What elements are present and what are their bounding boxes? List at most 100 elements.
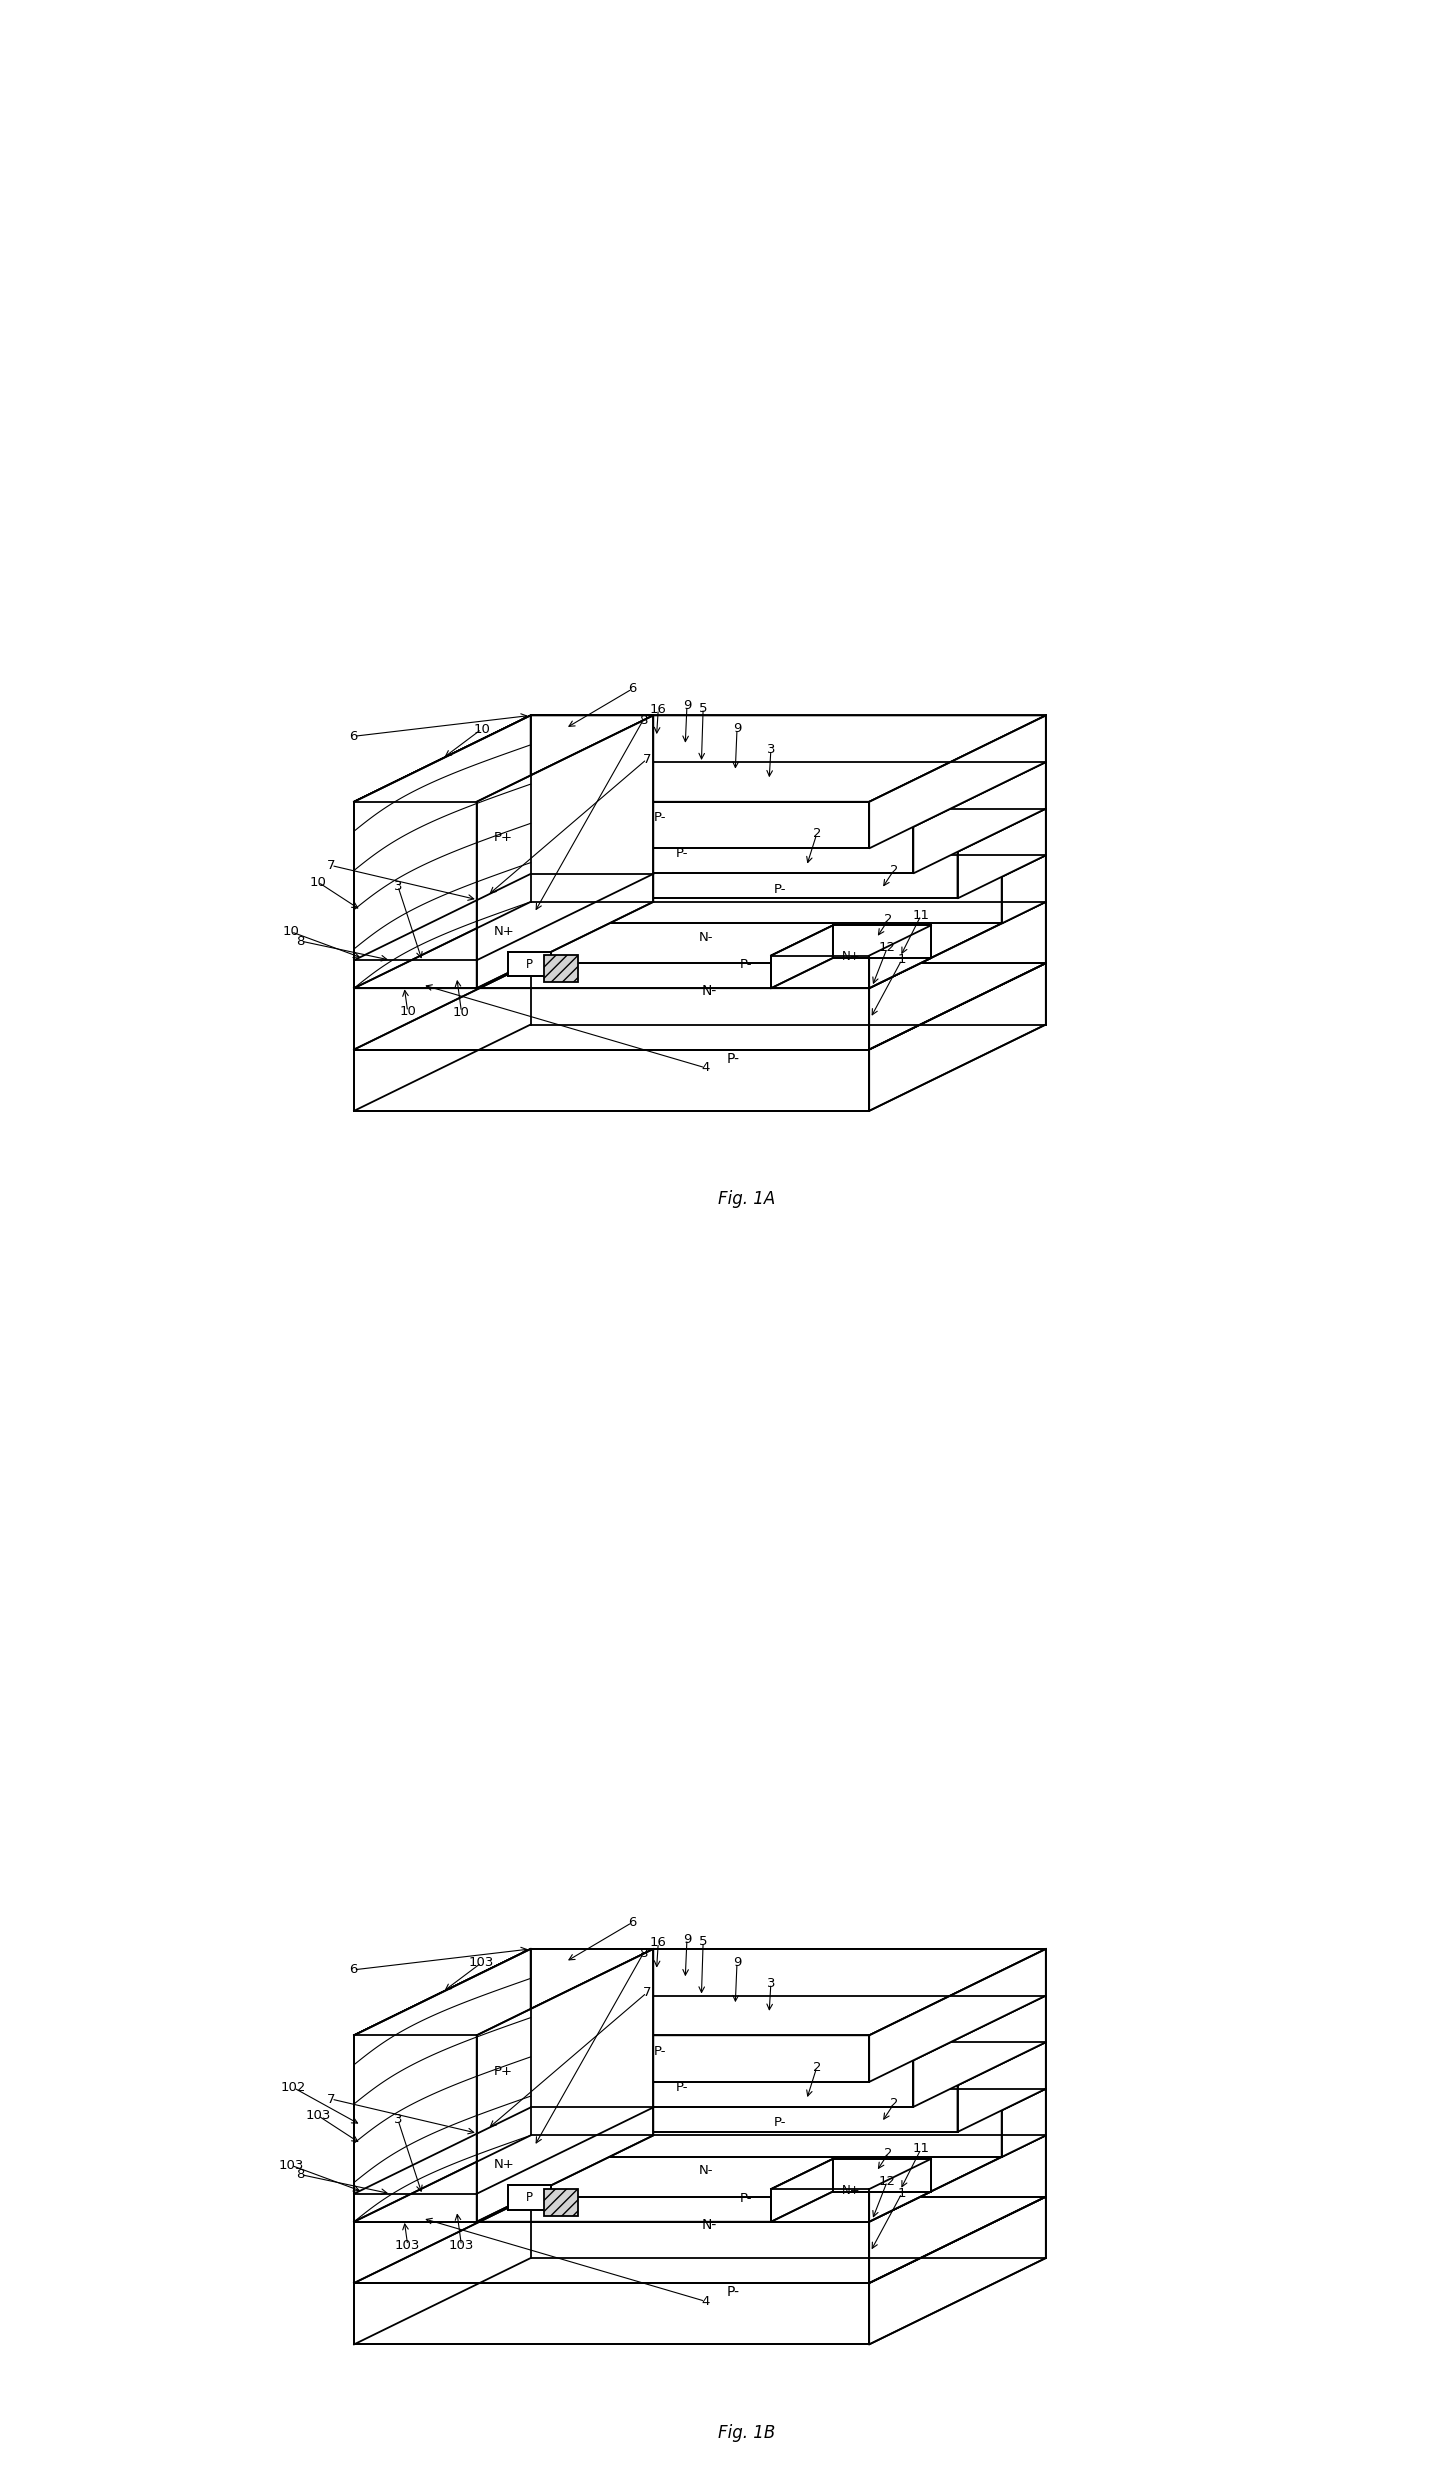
Text: 2: 2 (884, 913, 892, 925)
Polygon shape (354, 962, 1045, 1049)
Polygon shape (869, 1950, 1045, 2083)
Polygon shape (508, 952, 550, 977)
Text: P-: P- (632, 2009, 644, 2021)
Text: 102: 102 (282, 2081, 306, 2095)
Polygon shape (354, 903, 1045, 987)
Polygon shape (399, 826, 914, 873)
Text: Fig. 1A: Fig. 1A (718, 1190, 775, 1207)
Polygon shape (833, 2160, 931, 2192)
Polygon shape (442, 851, 957, 898)
Text: N-: N- (699, 2165, 713, 2177)
Polygon shape (354, 715, 653, 802)
Polygon shape (354, 1950, 1045, 2036)
Text: 103: 103 (469, 1957, 494, 1969)
Text: 9: 9 (732, 722, 741, 735)
Polygon shape (869, 925, 931, 987)
Polygon shape (609, 2088, 1045, 2110)
Text: N-: N- (702, 985, 718, 997)
Polygon shape (442, 2041, 1045, 2086)
Polygon shape (957, 2041, 1045, 2133)
Polygon shape (442, 809, 1045, 851)
Text: 3: 3 (767, 1977, 775, 1989)
Text: 4: 4 (700, 2296, 709, 2308)
Text: 8: 8 (638, 715, 647, 727)
Polygon shape (771, 955, 869, 987)
Polygon shape (508, 2185, 550, 2209)
Polygon shape (771, 925, 833, 987)
Text: 8: 8 (296, 2167, 305, 2182)
Polygon shape (354, 1950, 653, 2036)
Polygon shape (544, 955, 578, 982)
Text: 8: 8 (296, 935, 305, 948)
Polygon shape (869, 903, 1045, 1049)
Polygon shape (354, 2135, 1045, 2222)
Text: 12: 12 (879, 2175, 895, 2187)
Text: 9: 9 (732, 1957, 741, 1969)
Text: 4: 4 (700, 1061, 709, 1074)
Text: 2: 2 (884, 2147, 892, 2160)
Text: P-: P- (632, 774, 644, 789)
Polygon shape (354, 1950, 530, 2222)
Text: 2: 2 (813, 826, 822, 841)
Text: 3: 3 (767, 742, 775, 757)
Polygon shape (544, 2189, 578, 2217)
Text: P-: P- (654, 811, 667, 824)
Text: 7: 7 (643, 752, 651, 767)
Text: 16: 16 (650, 703, 667, 715)
Polygon shape (354, 715, 530, 987)
Polygon shape (914, 1997, 1045, 2108)
Polygon shape (354, 802, 477, 987)
Text: P-: P- (654, 2044, 667, 2058)
Polygon shape (1002, 2088, 1045, 2157)
Polygon shape (354, 987, 869, 1049)
Text: N-: N- (702, 2217, 718, 2232)
Polygon shape (354, 2284, 869, 2345)
Polygon shape (609, 856, 1045, 876)
Text: 9: 9 (683, 1932, 692, 1945)
Text: 10: 10 (399, 1004, 416, 1019)
Text: 11: 11 (913, 908, 930, 923)
Text: 103: 103 (449, 2239, 474, 2251)
Text: 2: 2 (890, 2098, 898, 2110)
Text: 2: 2 (813, 2061, 822, 2073)
Text: 103: 103 (279, 2160, 303, 2172)
Text: 16: 16 (650, 1937, 667, 1950)
Text: N+: N+ (842, 950, 861, 962)
Text: 10: 10 (474, 722, 490, 735)
Text: P-: P- (774, 883, 787, 896)
Text: P-: P- (739, 957, 752, 972)
Polygon shape (399, 2061, 914, 2108)
Text: 6: 6 (349, 730, 358, 742)
Text: P-: P- (726, 1051, 739, 1066)
Polygon shape (869, 2160, 931, 2222)
Polygon shape (1002, 856, 1045, 923)
Text: P: P (526, 2192, 533, 2204)
Polygon shape (354, 715, 1045, 802)
Polygon shape (354, 2222, 869, 2284)
Text: N-: N- (699, 930, 713, 943)
Polygon shape (914, 762, 1045, 873)
Text: 103: 103 (396, 2239, 420, 2251)
Text: 6: 6 (628, 1915, 637, 1930)
Text: N+: N+ (494, 2157, 514, 2172)
Text: P: P (526, 957, 533, 970)
Polygon shape (833, 925, 931, 957)
Polygon shape (869, 962, 1045, 1111)
Text: P-: P- (726, 2286, 739, 2298)
Text: P-: P- (774, 2115, 787, 2130)
Text: P-: P- (676, 2081, 689, 2093)
Polygon shape (477, 1950, 653, 2222)
Polygon shape (477, 715, 653, 987)
Text: 8: 8 (638, 1947, 647, 1959)
Polygon shape (354, 1049, 869, 1111)
Text: 1: 1 (898, 2187, 907, 2199)
Text: 2: 2 (890, 863, 898, 876)
Polygon shape (354, 2036, 477, 2222)
Text: 6: 6 (349, 1964, 358, 1977)
Text: 7: 7 (643, 1987, 651, 1999)
Text: 1: 1 (898, 952, 907, 967)
Text: 10: 10 (453, 1004, 469, 1019)
Polygon shape (399, 762, 1045, 826)
Text: 9: 9 (683, 700, 692, 713)
Text: P-: P- (676, 846, 689, 861)
